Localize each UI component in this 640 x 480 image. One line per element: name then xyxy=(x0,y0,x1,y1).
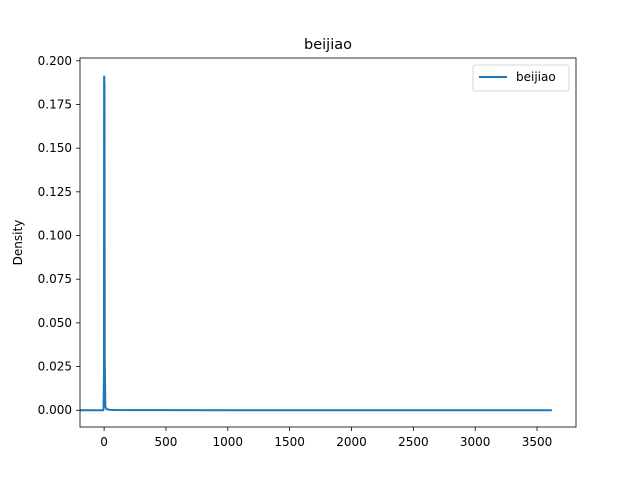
y-tick-label: 0.050 xyxy=(38,316,72,330)
x-tick-label: 500 xyxy=(155,435,178,449)
x-tick-label: 2000 xyxy=(336,435,367,449)
y-tick-label: 0.175 xyxy=(38,97,72,111)
x-tick-label: 1000 xyxy=(213,435,244,449)
y-tick-label: 0.150 xyxy=(38,141,72,155)
series-layer xyxy=(80,75,552,412)
x-tick-label: 0 xyxy=(100,435,108,449)
x-axis: 0 500 1000 1500 2000 2500 3000 3500 xyxy=(100,427,552,449)
series-line-beijiao xyxy=(80,75,552,412)
x-tick-label: 1500 xyxy=(274,435,305,449)
legend: beijiao xyxy=(472,64,570,92)
y-tick-label: 0.100 xyxy=(38,229,72,243)
legend-label-beijiao: beijiao xyxy=(516,70,556,84)
y-tick-label: 0.025 xyxy=(38,360,72,374)
plot-frame xyxy=(79,57,577,428)
x-tick-label: 3000 xyxy=(460,435,491,449)
y-tick-label: 0.125 xyxy=(38,185,72,199)
y-axis: 0.000 0.025 0.050 0.075 0.100 0.125 0.150 0.175… xyxy=(38,54,80,417)
x-tick-label: 2500 xyxy=(398,435,429,449)
x-tick-label: 3500 xyxy=(522,435,553,449)
y-tick-label: 0.200 xyxy=(38,54,72,68)
chart-title: beijiao xyxy=(304,37,352,53)
y-tick-label: 0.000 xyxy=(38,403,72,417)
y-tick-label: 0.075 xyxy=(38,272,72,286)
legend-box xyxy=(472,64,570,92)
y-axis-label: Density xyxy=(11,220,25,266)
